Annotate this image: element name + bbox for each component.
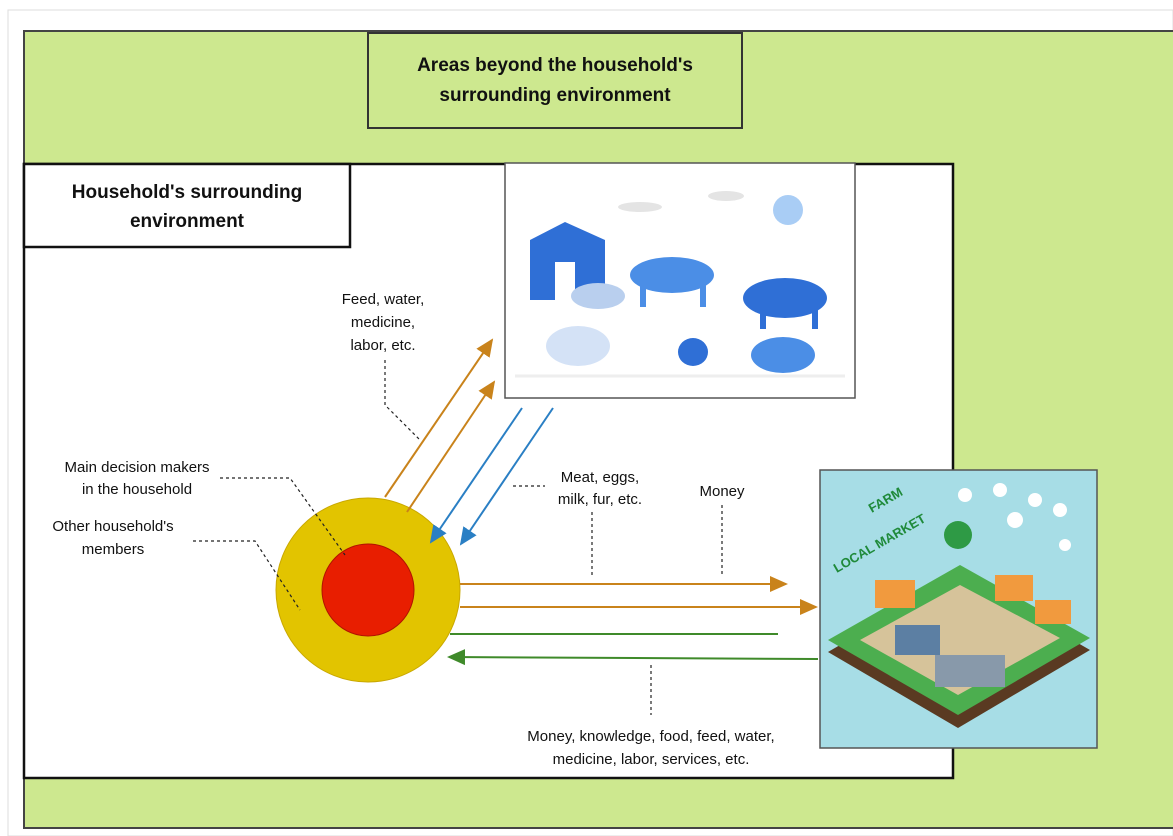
household-line: Household's surrounding	[72, 182, 302, 203]
label: labor, etc.	[350, 337, 415, 354]
label: medicine,	[351, 314, 415, 331]
label: milk, fur, etc.	[558, 491, 642, 508]
page: {"title_box": {"lines": ["Areas beyond t…	[0, 0, 1173, 836]
label: medicine, labor, services, etc.	[553, 751, 750, 768]
label: Meat, eggs,	[561, 469, 639, 486]
label: Money	[699, 483, 745, 500]
label: Money, knowledge, food, feed, water,	[527, 728, 774, 745]
label: Other household's	[52, 518, 173, 535]
market-illustration: FARM LOCAL MARKET	[820, 470, 1097, 748]
diagram: Areas beyond the household's surrounding…	[0, 0, 1173, 836]
household-box	[24, 164, 350, 247]
farm-illustration	[505, 163, 855, 398]
label: members	[82, 541, 145, 558]
label: Feed, water,	[342, 291, 425, 308]
title-line: surrounding environment	[439, 85, 671, 106]
title-box	[368, 33, 742, 128]
household-line: environment	[130, 211, 245, 232]
label: in the household	[82, 481, 192, 498]
label: Main decision makers	[64, 459, 209, 476]
decision-makers-circle	[322, 544, 414, 636]
title-line: Areas beyond the household's	[417, 55, 693, 76]
